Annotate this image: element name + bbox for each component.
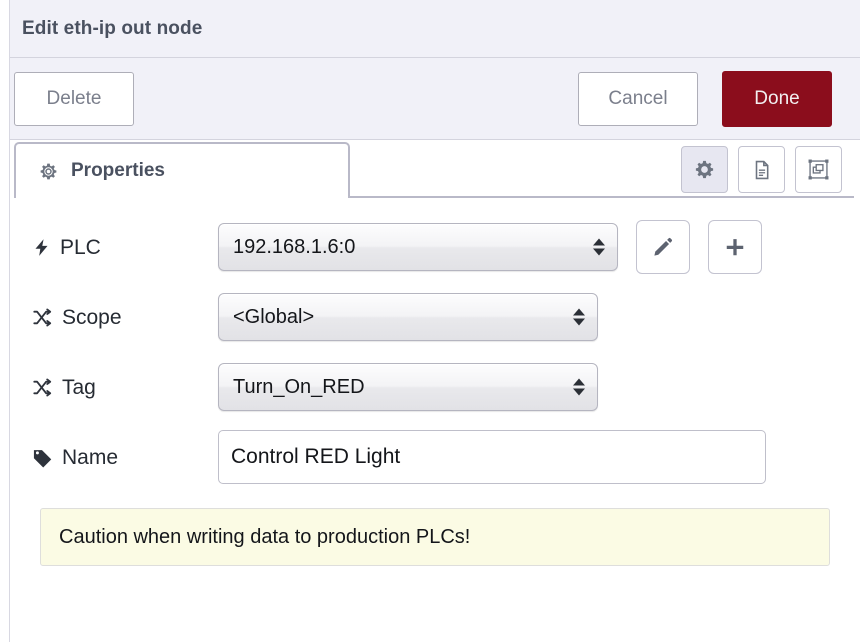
properties-form: PLC 192.168.1.6:0 [0, 198, 860, 642]
tag-select-value: Turn_On_RED [233, 375, 365, 398]
scope-label: Scope [32, 307, 218, 328]
tab-properties-label: Properties [71, 160, 165, 181]
plc-select-value: 192.168.1.6:0 [233, 235, 356, 258]
plc-label: PLC [32, 237, 218, 258]
cancel-button[interactable]: Cancel [578, 71, 698, 126]
tab-properties[interactable]: Properties [14, 142, 350, 198]
document-icon [751, 159, 773, 181]
shuffle-icon [32, 377, 53, 398]
caution-banner: Caution when writing data to production … [40, 508, 830, 566]
dialog-header: Edit eth-ip out node [0, 0, 860, 58]
tag-select[interactable]: Turn_On_RED [218, 363, 598, 411]
tab-strip-underline [14, 196, 854, 198]
chevron-updown-icon [573, 308, 585, 326]
delete-button[interactable]: Delete [14, 71, 134, 126]
done-button[interactable]: Done [722, 70, 832, 127]
description-view-button[interactable] [738, 146, 785, 193]
bolt-icon [32, 237, 51, 258]
chevron-updown-icon [593, 238, 605, 256]
name-input[interactable] [218, 430, 766, 484]
caution-text: Caution when writing data to production … [59, 525, 471, 548]
view-mode-buttons [681, 146, 842, 193]
dialog-title: Edit eth-ip out node [22, 17, 203, 39]
gear-icon [38, 161, 59, 182]
pencil-icon [652, 236, 674, 258]
tab-strip: Properties [0, 140, 860, 198]
tag-icon [32, 447, 53, 468]
tag-label: Tag [32, 377, 218, 398]
plc-select[interactable]: 192.168.1.6:0 [218, 223, 618, 271]
gear-icon [693, 158, 716, 181]
shuffle-icon [32, 307, 53, 328]
scope-select-value: <Global> [233, 305, 315, 328]
form-row-name: Name [0, 428, 860, 486]
chevron-updown-icon [573, 378, 585, 396]
name-label: Name [32, 447, 218, 468]
tag-label-text: Tag [62, 375, 96, 399]
appearance-view-button[interactable] [795, 146, 842, 193]
dialog-action-toolbar: Delete Cancel Done [0, 58, 860, 140]
form-row-tag: Tag Turn_On_RED [0, 358, 860, 416]
name-label-text: Name [62, 445, 119, 469]
plus-icon [724, 236, 746, 258]
plc-label-text: PLC [60, 235, 101, 259]
add-plc-button[interactable] [708, 220, 762, 274]
scope-select[interactable]: <Global> [218, 293, 598, 341]
properties-view-button[interactable] [681, 146, 728, 193]
scope-label-text: Scope [62, 305, 122, 329]
appearance-icon [807, 158, 830, 181]
form-row-scope: Scope <Global> [0, 288, 860, 346]
form-row-plc: PLC 192.168.1.6:0 [0, 218, 860, 276]
edit-plc-button[interactable] [636, 220, 690, 274]
